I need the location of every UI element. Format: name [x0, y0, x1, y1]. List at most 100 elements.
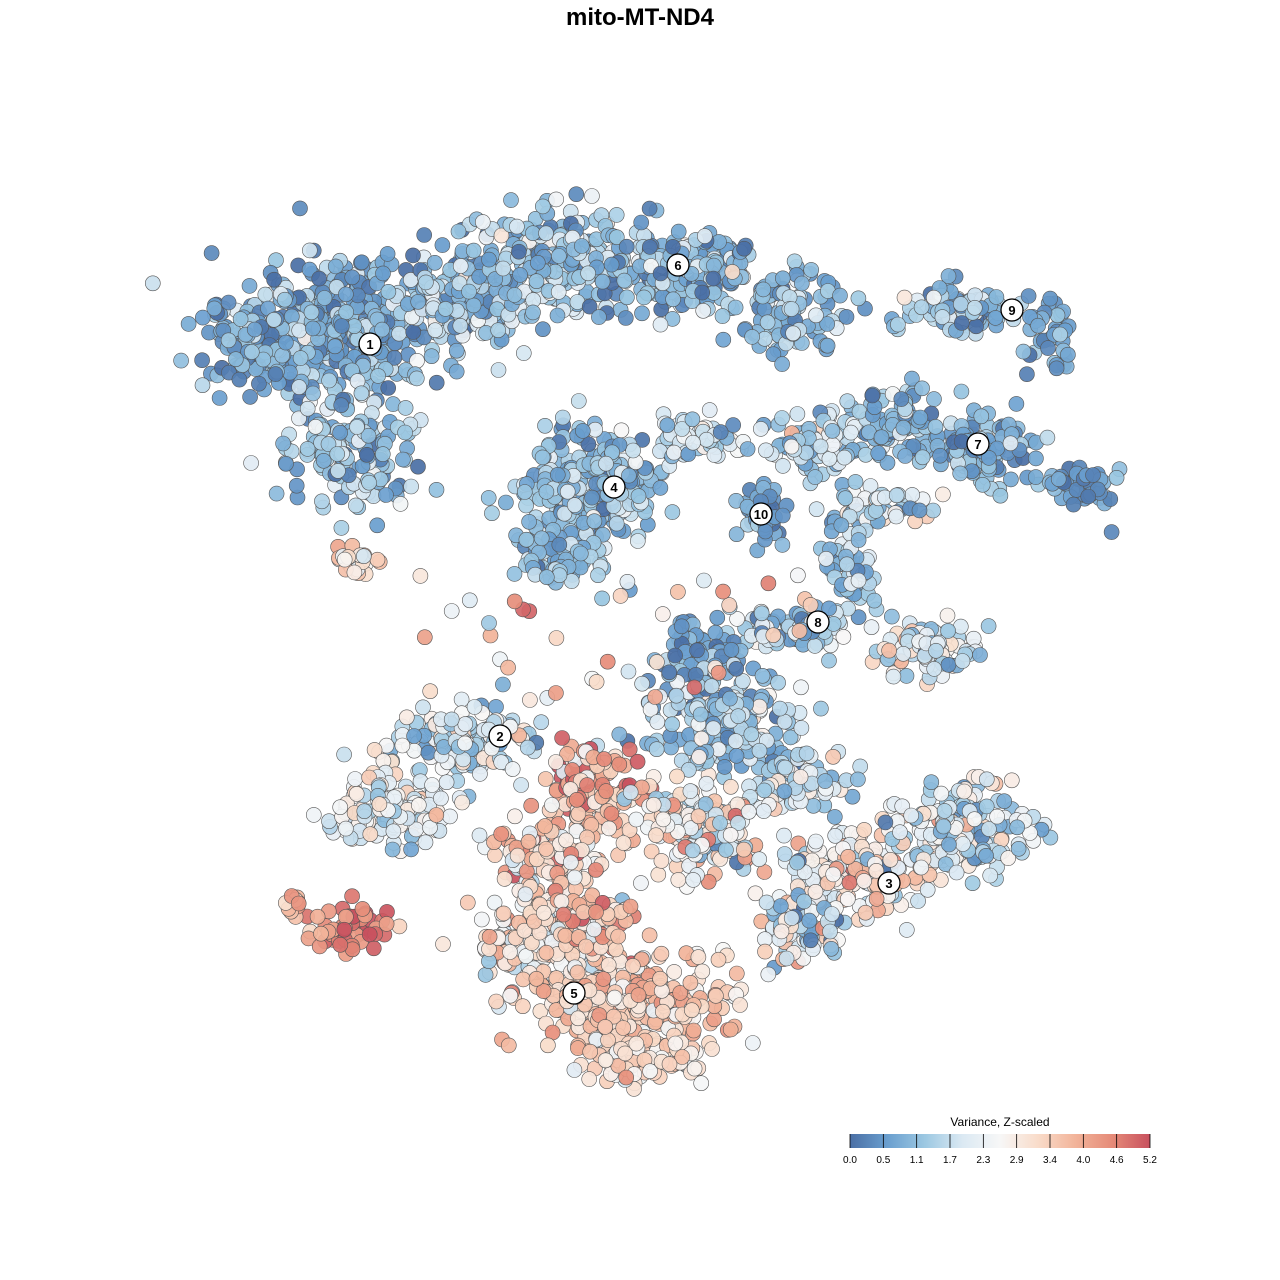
data-point: [503, 192, 519, 208]
data-point: [839, 556, 855, 573]
data-point: [620, 663, 637, 680]
data-point: [685, 434, 701, 451]
data-point: [488, 699, 504, 715]
data-point: [332, 799, 349, 816]
data-point: [706, 447, 723, 463]
data-point: [596, 751, 612, 767]
data-point: [652, 970, 668, 987]
data-point: [465, 297, 482, 314]
data-point: [549, 466, 566, 483]
data-point: [398, 709, 415, 726]
data-point: [477, 967, 494, 983]
cluster-label-text: 1: [366, 337, 373, 352]
data-point: [481, 251, 497, 268]
data-point: [935, 486, 951, 503]
data-point: [481, 615, 497, 631]
data-point: [870, 445, 887, 461]
data-point: [471, 827, 488, 844]
data-point: [194, 352, 210, 369]
data-point: [705, 720, 722, 737]
data-point: [553, 893, 570, 910]
data-point: [667, 1035, 684, 1052]
data-point: [435, 936, 451, 952]
cluster-label-text: 5: [570, 986, 577, 1001]
data-point: [633, 214, 650, 231]
data-point: [888, 508, 905, 525]
data-point: [397, 424, 413, 441]
data-point: [868, 891, 885, 907]
data-point: [566, 497, 583, 513]
data-point: [974, 476, 991, 493]
data-point: [1050, 471, 1067, 487]
data-point: [572, 545, 589, 562]
data-point: [670, 584, 686, 600]
data-point: [292, 350, 309, 366]
data-point: [338, 820, 354, 837]
data-point: [773, 923, 790, 940]
data-point: [850, 290, 867, 307]
cluster-label-6: 6: [666, 253, 690, 277]
data-point: [581, 1071, 598, 1087]
data-point: [777, 759, 793, 776]
data-point: [693, 730, 710, 747]
data-point: [972, 647, 988, 663]
data-point: [336, 921, 353, 938]
data-point: [452, 258, 469, 274]
data-point: [509, 847, 526, 864]
data-point: [502, 987, 519, 1004]
data-point: [548, 191, 565, 208]
data-point: [533, 714, 550, 731]
data-point: [978, 847, 994, 864]
data-point: [732, 997, 748, 1013]
data-point: [936, 803, 953, 819]
data-point: [579, 777, 595, 793]
data-point: [608, 207, 625, 223]
data-point: [244, 344, 260, 360]
data-point: [535, 321, 551, 338]
data-point: [232, 311, 249, 327]
data-point: [692, 706, 709, 723]
data-point: [518, 531, 535, 548]
data-point: [544, 797, 560, 813]
data-point: [1080, 488, 1096, 505]
data-point: [329, 446, 346, 462]
data-point: [611, 726, 628, 743]
data-point: [283, 308, 300, 325]
data-point: [755, 803, 772, 819]
data-point: [686, 1060, 703, 1077]
data-point: [509, 218, 525, 235]
data-point: [344, 269, 361, 286]
data-point: [354, 901, 371, 917]
data-point: [751, 698, 768, 715]
colorbar-tick-label: 0.0: [843, 1155, 857, 1166]
data-point: [410, 797, 427, 813]
cluster-label-text: 3: [885, 876, 892, 891]
data-point: [654, 1003, 671, 1020]
data-point: [1019, 366, 1035, 383]
data-point: [405, 247, 421, 264]
data-point: [338, 286, 354, 303]
data-point: [615, 1020, 632, 1036]
data-point: [584, 489, 600, 506]
data-point: [453, 691, 470, 708]
data-point: [498, 494, 514, 511]
data-point: [772, 700, 788, 717]
data-point: [730, 708, 747, 725]
data-point: [511, 243, 527, 260]
data-point: [417, 834, 434, 851]
data-point: [582, 1043, 599, 1060]
data-point: [710, 664, 727, 681]
data-point: [578, 938, 594, 955]
data-point: [825, 866, 842, 883]
data-point: [617, 310, 634, 326]
data-point: [391, 918, 408, 935]
data-point: [517, 886, 534, 903]
data-point: [410, 293, 427, 310]
data-point: [507, 808, 523, 825]
data-point: [728, 747, 745, 764]
data-point: [554, 409, 571, 426]
data-point: [558, 832, 574, 849]
data-point: [374, 321, 390, 338]
data-point: [443, 711, 460, 728]
data-point: [939, 607, 956, 624]
